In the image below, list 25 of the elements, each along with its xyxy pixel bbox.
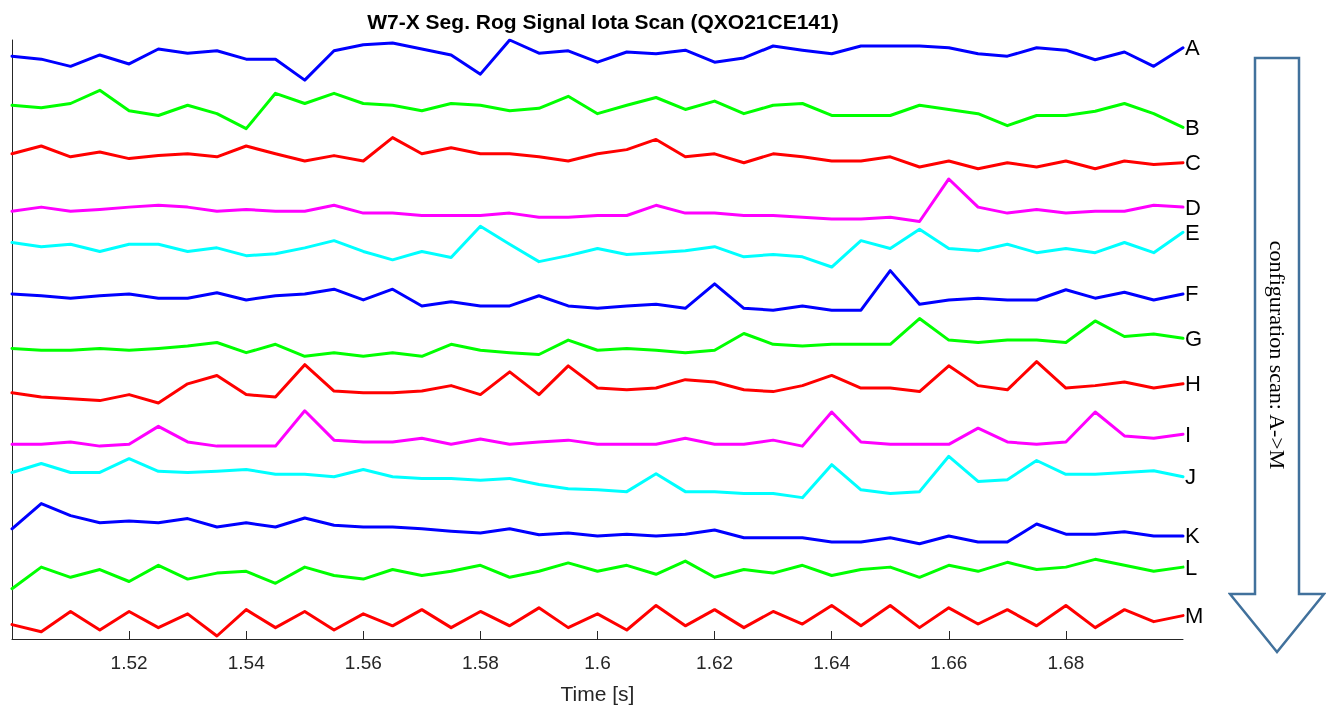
series-label: I <box>1185 421 1192 447</box>
series-label: A <box>1185 35 1200 61</box>
series-label: B <box>1185 114 1200 140</box>
x-tick-label: 1.64 <box>813 652 851 673</box>
series-label: H <box>1185 371 1201 397</box>
x-tick-label: 1.66 <box>930 652 968 673</box>
series-label: L <box>1185 554 1198 580</box>
x-tick-label: 1.62 <box>696 652 734 673</box>
series-label: K <box>1185 523 1200 549</box>
series-label: F <box>1185 281 1199 307</box>
x-tick-label: 1.58 <box>461 652 499 673</box>
x-tick-label: 1.54 <box>227 652 266 673</box>
series-label: G <box>1185 325 1203 351</box>
x-tick-label: 1.6 <box>584 652 611 673</box>
x-tick-label: 1.52 <box>110 652 148 673</box>
x-axis-title: Time [s] <box>560 682 635 705</box>
series-label: M <box>1185 603 1204 629</box>
series-label: D <box>1185 194 1201 220</box>
x-tick-label: 1.56 <box>344 652 382 673</box>
series-label: C <box>1185 150 1201 176</box>
x-tick-label: 1.68 <box>1047 652 1085 673</box>
text: configuration scan: A->M <box>1264 240 1290 470</box>
series-label: J <box>1185 464 1196 490</box>
series-label: E <box>1185 219 1200 245</box>
chart-title: W7-X Seg. Rog Signal Iota Scan (QXO21CE141) <box>367 10 839 33</box>
